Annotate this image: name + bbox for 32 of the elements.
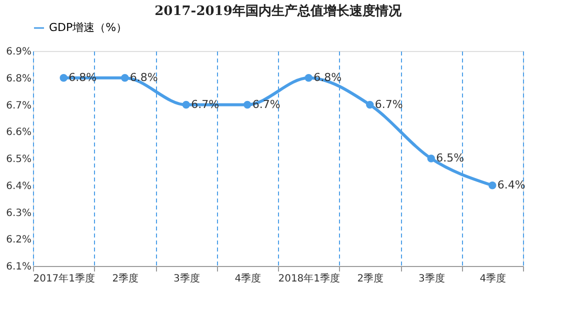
y-tick-label: 6.2%: [6, 234, 32, 246]
x-tick-label: 4季度: [480, 272, 506, 284]
y-tick-label: 6.7%: [6, 100, 32, 112]
point: [427, 154, 435, 162]
data-label: 6.4%: [497, 178, 526, 192]
y-tick-label: 6.3%: [6, 208, 32, 219]
data-label: 6.7%: [191, 98, 220, 111]
x-tick-label: 2季度: [357, 272, 384, 284]
legend-label: GDP增速（%）: [49, 21, 128, 34]
point: [366, 100, 374, 109]
point: [304, 74, 312, 82]
point: [121, 74, 129, 82]
y-tick-label: 6.5%: [6, 154, 32, 165]
x-tick-label: 2018年1季度: [278, 272, 340, 284]
x-tick-label: 3季度: [173, 272, 200, 284]
point: [60, 74, 68, 82]
y-tick-label: 6.9%: [6, 46, 32, 58]
y-tick-label: 6.8%: [6, 73, 32, 84]
data-label: 6.7%: [252, 98, 280, 111]
x-tick-label: 3季度: [418, 272, 445, 284]
y-tick-label: 6.1%: [6, 262, 32, 272]
y-tick-label: 6.6%: [6, 127, 32, 138]
data-label: 6.7%: [374, 98, 403, 111]
chart-title: 2017-2019年国内生产总值增长速度情况: [154, 3, 402, 19]
y-tick-label: 6.4%: [6, 180, 32, 192]
point: [244, 100, 252, 109]
point: [182, 100, 190, 109]
point: [488, 182, 496, 190]
x-tick-label: 4季度: [234, 272, 262, 284]
x-tick-label: 2季度: [112, 272, 139, 284]
data-label: 6.5%: [436, 152, 464, 164]
x-tick-label: 2017年1季度: [33, 272, 96, 284]
